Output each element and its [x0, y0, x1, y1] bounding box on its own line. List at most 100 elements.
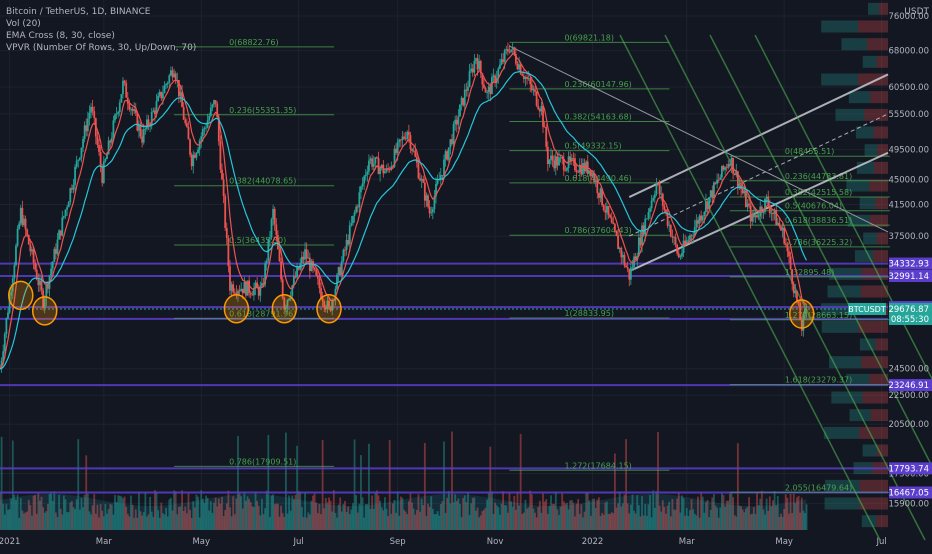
candle-body	[511, 47, 514, 50]
candle-body	[626, 267, 629, 269]
volume-bar	[628, 513, 631, 530]
vpvr-up-bar	[848, 91, 871, 104]
volume-bar	[114, 495, 116, 530]
vpvr-up-bar	[821, 320, 859, 333]
volume-bar	[80, 497, 83, 530]
volume-bar	[393, 499, 396, 530]
indicator-volume[interactable]: Vol (20)	[6, 19, 41, 29]
volume-bar	[463, 495, 466, 530]
candle-body	[500, 59, 503, 65]
symbol-title[interactable]: Bitcoin / TetherUS, 1D, BINANCE	[6, 7, 151, 17]
volume-bar	[495, 505, 498, 530]
volume-bar	[567, 509, 570, 530]
volume-bar	[237, 436, 239, 530]
price-axis[interactable]: 76000.00 68000.00 60500.00 55500.00 49500.00…	[848, 7, 932, 509]
volume-bar	[189, 509, 191, 530]
volume-bar	[759, 498, 762, 530]
candle-body	[708, 197, 711, 209]
volume-bar	[471, 497, 474, 530]
volume-bar	[649, 494, 651, 530]
candle-body	[800, 319, 803, 331]
candle-body	[224, 195, 227, 228]
candle-body	[251, 294, 254, 296]
candle-body	[114, 114, 116, 121]
price-tick-label: 15900.00	[888, 499, 929, 509]
indicator-vpvr[interactable]: VPVR (Number Of Rows, 30, Up/Down, 70)	[6, 43, 197, 53]
volume-bar	[698, 517, 701, 530]
volume-bar	[109, 504, 112, 530]
volume-bar	[265, 490, 268, 530]
volume-bar	[481, 511, 484, 530]
candle-body	[746, 203, 749, 207]
candle-body	[550, 155, 552, 160]
volume-bar	[233, 514, 236, 530]
candle-body	[329, 306, 332, 311]
volume-bar	[650, 517, 653, 530]
candle-body	[724, 167, 726, 170]
volume-bar	[751, 513, 754, 530]
vpvr-up-bar	[824, 497, 860, 510]
volume-bar	[522, 512, 525, 530]
candle-body	[582, 163, 584, 175]
candle-body	[623, 254, 626, 266]
volume-bar	[529, 490, 532, 530]
candle-body	[216, 103, 219, 118]
candle-body	[163, 85, 166, 94]
vpvr-up-bar	[859, 197, 876, 210]
candle-body	[615, 230, 618, 236]
price-tick-label: 22500.00	[888, 391, 929, 401]
time-tick-label: 2021	[0, 537, 20, 547]
candle-body	[407, 131, 410, 136]
candle-body	[85, 125, 88, 132]
volume-bar	[483, 509, 485, 530]
vpvr-down-bar	[876, 515, 888, 528]
volume-bar	[366, 504, 369, 530]
candle-body	[660, 193, 663, 195]
volume-bar	[419, 511, 421, 530]
volume-bar	[155, 491, 158, 530]
candle-body	[72, 184, 75, 190]
candle-body	[406, 131, 409, 140]
volume-bar	[468, 514, 471, 530]
candle-body	[261, 283, 263, 287]
candle-body	[130, 108, 132, 110]
fib-label: 0.382(54163.68)	[564, 113, 631, 122]
volume-bar	[176, 514, 179, 530]
volume-bar	[564, 503, 567, 530]
volume-bar	[122, 498, 124, 530]
candle-body	[280, 261, 282, 280]
volume-bar	[713, 494, 715, 530]
volume-bar	[61, 514, 64, 530]
volume-bar	[497, 507, 500, 530]
volume-bar	[778, 516, 781, 530]
candle-body	[281, 279, 284, 298]
volume-bar	[732, 497, 734, 530]
candle-body	[64, 209, 67, 217]
candle-body	[377, 157, 380, 175]
candle-body	[219, 141, 222, 170]
volume-bar	[427, 503, 429, 530]
fib-label: 2.055(16479.64)	[785, 483, 852, 492]
volume-bar	[368, 443, 370, 530]
candle-body	[201, 128, 204, 137]
candle-body	[336, 274, 338, 289]
candle-body	[770, 212, 773, 214]
volume-bar	[783, 508, 786, 530]
candle-body	[395, 148, 397, 153]
candle-body	[305, 249, 308, 259]
indicator-ema-cross[interactable]: EMA Cross (8, 30, close)	[6, 31, 115, 41]
candle-body	[3, 333, 6, 352]
level-badge	[889, 257, 932, 270]
volume-bar	[225, 503, 228, 530]
time-tick-label: Sep	[390, 537, 406, 547]
support-circles	[8, 280, 815, 329]
candle-body	[751, 214, 754, 222]
volume-bar	[586, 492, 589, 530]
volume-bar	[660, 511, 663, 530]
time-axis[interactable]: 2021 Mar May Jul Sep Nov 2022 Mar May Jul	[0, 537, 887, 547]
candle-body	[476, 58, 479, 70]
volume-bar	[542, 493, 544, 530]
candle-body	[639, 237, 642, 246]
candle-body	[18, 223, 21, 229]
